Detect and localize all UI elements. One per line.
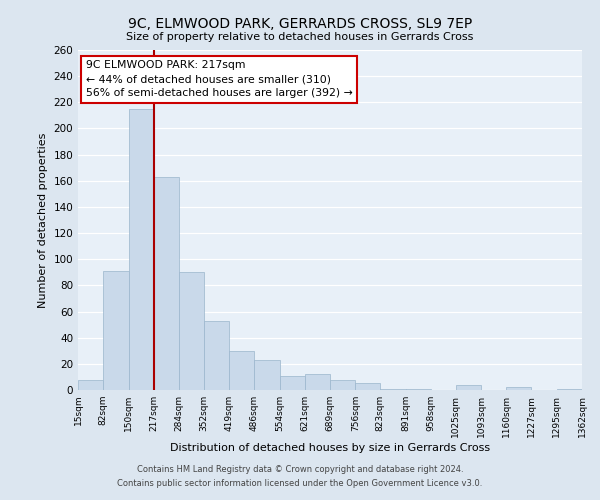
Bar	[154, 177, 179, 390]
Bar	[103, 271, 128, 390]
Bar	[305, 374, 330, 390]
Bar	[557, 388, 582, 390]
Bar	[355, 384, 380, 390]
Text: Size of property relative to detached houses in Gerrards Cross: Size of property relative to detached ho…	[127, 32, 473, 42]
Text: 9C ELMWOOD PARK: 217sqm
← 44% of detached houses are smaller (310)
56% of semi-d: 9C ELMWOOD PARK: 217sqm ← 44% of detache…	[86, 60, 352, 98]
Bar	[330, 380, 355, 390]
Y-axis label: Number of detached properties: Number of detached properties	[38, 132, 48, 308]
Text: Contains HM Land Registry data © Crown copyright and database right 2024.
Contai: Contains HM Land Registry data © Crown c…	[118, 466, 482, 487]
Bar	[128, 109, 154, 390]
X-axis label: Distribution of detached houses by size in Gerrards Cross: Distribution of detached houses by size …	[170, 442, 490, 452]
Bar	[280, 376, 305, 390]
Bar	[456, 385, 481, 390]
Bar	[406, 388, 431, 390]
Text: 9C, ELMWOOD PARK, GERRARDS CROSS, SL9 7EP: 9C, ELMWOOD PARK, GERRARDS CROSS, SL9 7E…	[128, 18, 472, 32]
Bar	[179, 272, 204, 390]
Bar	[78, 380, 103, 390]
Bar	[204, 320, 229, 390]
Bar	[254, 360, 280, 390]
Bar	[229, 351, 254, 390]
Bar	[506, 388, 532, 390]
Bar	[380, 388, 406, 390]
